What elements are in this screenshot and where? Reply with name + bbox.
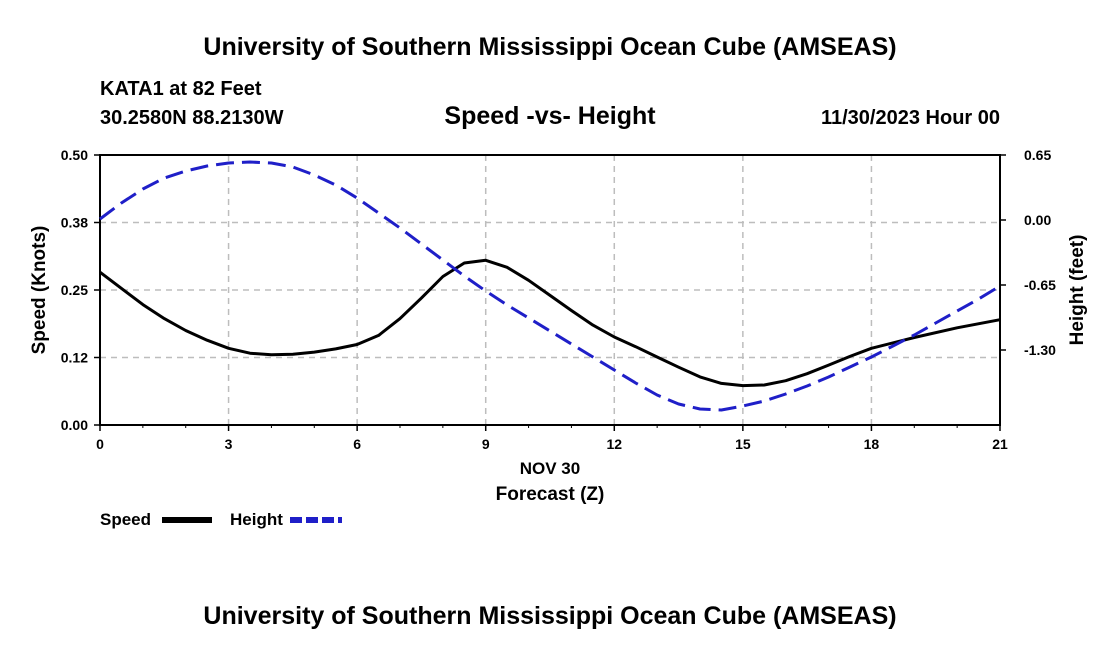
y-left-tick-label: 0.25 <box>61 282 88 298</box>
y-axis-left-label: Speed (Knots) <box>29 226 50 355</box>
x-axis-date-label: NOV 30 <box>520 459 580 478</box>
y-right-tick-label: 0.00 <box>1024 212 1051 228</box>
page-title: University of Southern Mississippi Ocean… <box>203 33 896 61</box>
y-left-tick-label: 0.00 <box>61 417 88 433</box>
axis-ticks: 0 3 6 9 12 15 18 21 0.00 0.12 0.25 0.38 0.50 0.65 0.00… <box>61 147 1056 452</box>
footer-title: University of Southern Mississippi Ocean… <box>203 602 896 630</box>
data-series <box>99 160 1001 412</box>
legend-height-label: Height <box>230 510 283 529</box>
grid-lines <box>100 154 1000 425</box>
y-left-tick-label: 0.38 <box>61 215 88 231</box>
x-tick-label: 0 <box>96 436 104 452</box>
y-left-tick-label: 0.12 <box>61 350 88 366</box>
speed-series-line <box>99 258 1001 388</box>
y-right-tick-label: 0.65 <box>1024 147 1051 163</box>
station-label: KATA1 at 82 Feet <box>100 78 262 100</box>
x-tick-label: 12 <box>606 436 622 452</box>
x-tick-label: 9 <box>482 436 490 452</box>
chart-title: Speed -vs- Height <box>444 102 656 130</box>
x-tick-label: 15 <box>735 436 751 452</box>
y-left-tick-label: 0.50 <box>61 147 88 163</box>
station-coords: 30.2580N 88.2130W <box>100 107 284 129</box>
y-axis-right-label: Height (feet) <box>1067 235 1088 346</box>
x-axis-label: Forecast (Z) <box>496 484 605 505</box>
x-tick-label: 18 <box>864 436 880 452</box>
x-tick-label: 6 <box>353 436 361 452</box>
x-tick-label: 21 <box>992 436 1008 452</box>
height-series-line <box>99 160 1001 412</box>
forecast-date: 11/30/2023 Hour 00 <box>821 107 1000 129</box>
y-right-tick-label: -0.65 <box>1024 277 1056 293</box>
x-tick-label: 3 <box>225 436 233 452</box>
y-right-tick-label: -1.30 <box>1024 342 1056 358</box>
legend-speed-label: Speed <box>100 510 151 529</box>
legend: Speed Height <box>100 510 342 529</box>
